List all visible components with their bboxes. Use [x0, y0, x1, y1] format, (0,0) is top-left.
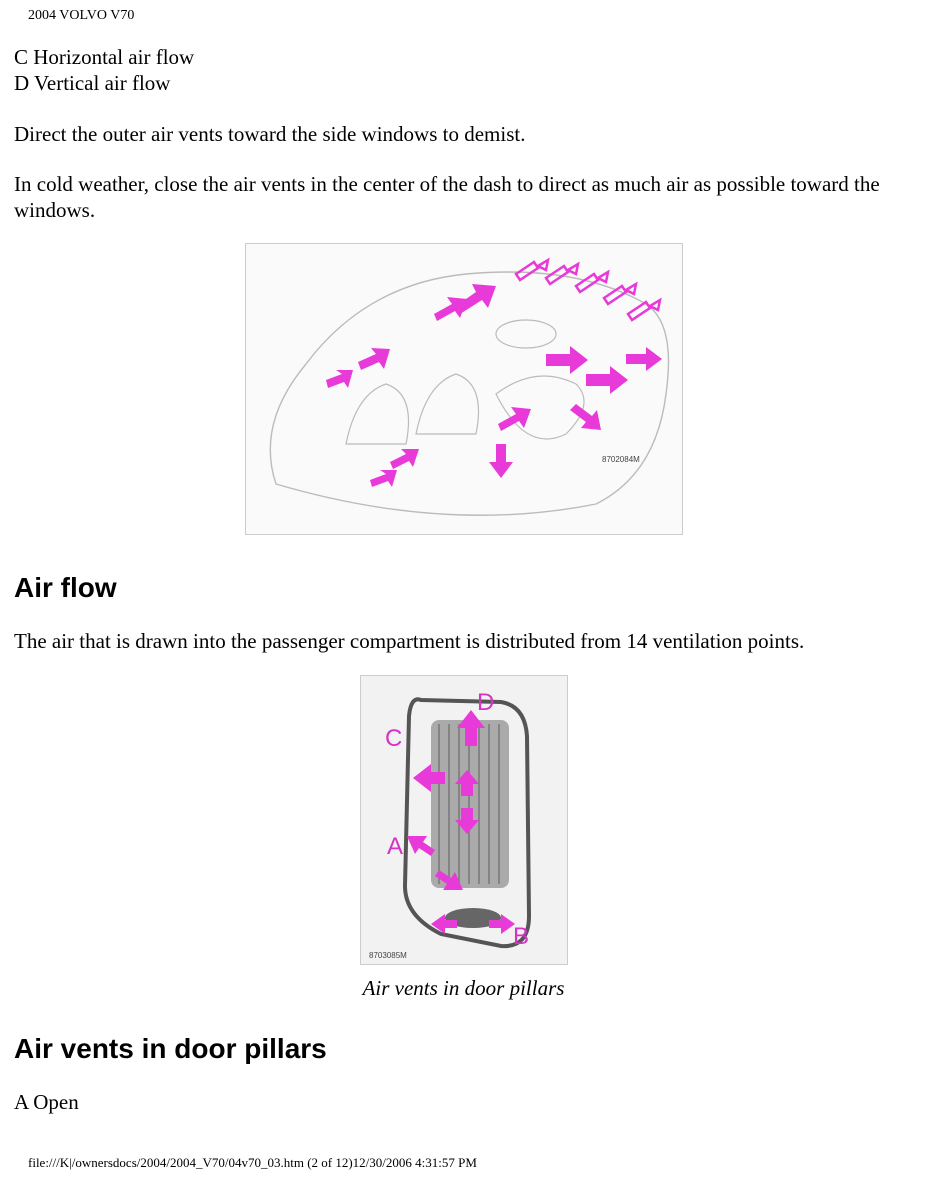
definition-a-open: A Open — [14, 1089, 913, 1115]
paragraph-demist: Direct the outer air vents toward the si… — [14, 121, 913, 147]
figure-airflow-cutaway: 8702084M — [14, 243, 913, 540]
figure1-marker: 8702084M — [602, 455, 640, 464]
figure2-marker: 8703085M — [369, 951, 407, 960]
paragraph-cold-weather: In cold weather, close the air vents in … — [14, 171, 913, 224]
vent-label-b: B — [513, 923, 529, 950]
page-footer: file:///K|/ownersdocs/2004/2004_V70/04v7… — [28, 1155, 913, 1171]
paragraph-air-flow: The air that is drawn into the passenger… — [14, 628, 913, 654]
airflow-diagram-image: 8702084M — [245, 243, 683, 535]
definition-d: D Vertical air flow — [14, 70, 913, 96]
heading-door-pillars: Air vents in door pillars — [14, 1033, 913, 1065]
vent-label-c: C — [385, 725, 402, 752]
vent-label-d: D — [477, 689, 494, 716]
vent-label-a: A — [387, 833, 403, 860]
definition-c: C Horizontal air flow — [14, 44, 913, 70]
heading-air-flow: Air flow — [14, 572, 913, 604]
figure2-caption: Air vents in door pillars — [14, 976, 913, 1001]
figure-door-pillar-vent: C D A B 8703085M Air vents in door pilla… — [14, 675, 913, 1001]
door-pillar-vent-image: C D A B 8703085M — [360, 675, 568, 965]
page-header: 2004 VOLVO V70 — [28, 8, 913, 24]
